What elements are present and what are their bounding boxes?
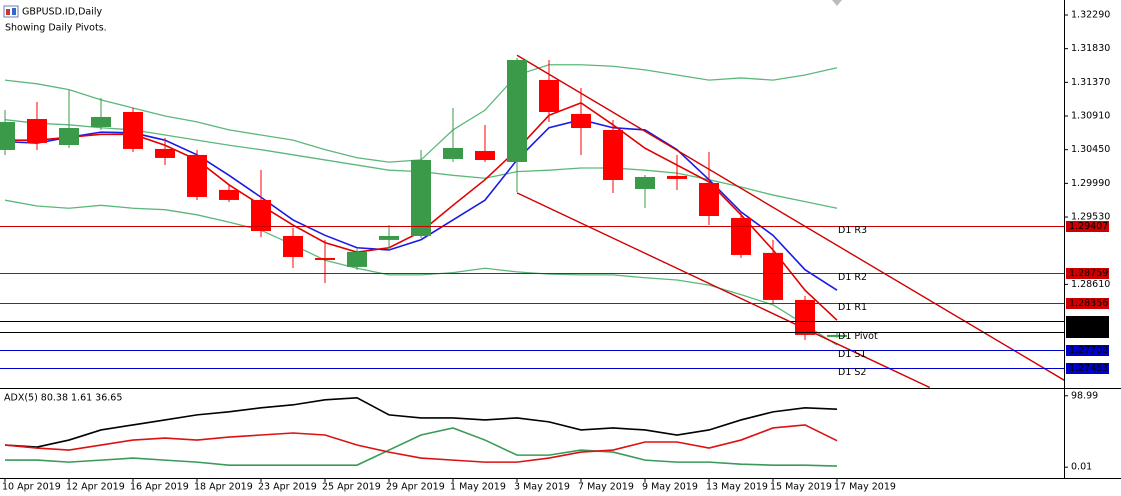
x-tick-label: 12 Apr 2019 — [66, 482, 125, 493]
adx-line — [4, 424, 838, 463]
chart-subtitle: Showing Daily Pivots. — [5, 23, 107, 34]
candle-body — [123, 111, 143, 149]
main-plot — [0, 54, 1064, 388]
x-tick-label: 17 May 2019 — [834, 482, 896, 493]
x-tick-label: 23 Apr 2019 — [258, 482, 317, 493]
price-tag — [1066, 363, 1109, 374]
price-tag-label: 1.28759 — [1069, 268, 1108, 279]
candle-body — [603, 129, 623, 180]
indicator-line — [4, 199, 838, 346]
x-tick-label: 15 May 2019 — [770, 482, 832, 493]
candle-body — [283, 235, 303, 257]
x-tick-label: 7 May 2019 — [578, 482, 634, 493]
candle-body — [379, 235, 399, 240]
symbol-icon — [3, 5, 19, 18]
y-tick-label: 1.31370 — [1071, 77, 1110, 88]
symbol-icon-part — [6, 9, 10, 15]
indicator-title: ADX(5) 80.38 1.61 36.65 — [4, 393, 122, 404]
chart-title: GBPUSD.ID,Daily — [22, 7, 102, 18]
y-tick-label: 1.29530 — [1071, 212, 1110, 223]
price-tag-label: 1.27708 — [1069, 345, 1108, 356]
x-tick-label: 29 Apr 2019 — [386, 482, 445, 493]
adx-plot — [4, 396, 838, 467]
y-tick-label: 1.29990 — [1071, 178, 1110, 189]
y-tick-label: 1.31830 — [1071, 43, 1110, 54]
y-tick-label: 1.30450 — [1071, 144, 1110, 155]
candle-body — [763, 252, 783, 300]
x-tick-label: 10 Apr 2019 — [2, 482, 61, 493]
candle-body — [411, 160, 431, 236]
candle-body — [827, 334, 847, 337]
pivot-label: D1 R3 — [838, 225, 867, 236]
x-tick-label: 16 Apr 2019 — [130, 482, 189, 493]
trendline — [516, 54, 1064, 381]
x-tick-label: 25 Apr 2019 — [322, 482, 381, 493]
trendline — [516, 192, 931, 388]
candle-body — [443, 147, 463, 159]
candle-body — [251, 199, 271, 231]
x-tick-label: 9 May 2019 — [642, 482, 698, 493]
pivot-label: D1 R2 — [838, 272, 867, 283]
adx-line — [5, 427, 838, 467]
price-tag-label: 1.28111 — [1069, 316, 1108, 327]
y-tick-label: 1.28610 — [1071, 279, 1110, 290]
pivot-label: D1 S1 — [838, 349, 866, 360]
x-tick-label: 13 May 2019 — [706, 482, 768, 493]
candle-body — [155, 148, 175, 158]
symbol-icon-part — [12, 8, 16, 15]
shift-marker — [832, 0, 842, 6]
candle-body — [667, 175, 687, 179]
candle-body — [347, 251, 367, 267]
candle-body — [475, 150, 495, 161]
x-tick-label: 18 Apr 2019 — [194, 482, 253, 493]
price-tag — [1066, 221, 1109, 232]
pivot-label: D1 R1 — [838, 302, 867, 313]
price-tag-label: 1.27463 — [1069, 363, 1108, 374]
pivot-label: D1 S2 — [838, 367, 866, 378]
x-tick-label: 1 May 2019 — [450, 482, 506, 493]
candle-body — [507, 60, 527, 162]
price-tag-label: 1.27960 — [1069, 327, 1108, 338]
pivot-label: D1 Pivot — [838, 331, 878, 342]
y-tick-label: 98.99 — [1071, 390, 1098, 401]
candle-body — [0, 122, 15, 150]
price-tag — [1066, 298, 1109, 309]
price-tag — [1066, 268, 1109, 279]
candle-body — [571, 113, 591, 129]
candle-body — [731, 217, 751, 255]
candle-body — [27, 119, 47, 143]
candle-body — [795, 299, 815, 335]
price-tag — [1066, 327, 1109, 338]
candle-body — [59, 128, 79, 145]
price-tag — [1066, 345, 1109, 356]
y-tick-label: 0.01 — [1071, 462, 1092, 473]
candle-body — [91, 116, 111, 127]
y-tick-label: 1.30910 — [1071, 111, 1110, 122]
adx-line — [4, 396, 838, 448]
candle-body — [187, 154, 207, 197]
candle-body — [635, 176, 655, 189]
price-tag — [1066, 316, 1109, 327]
candle-body — [539, 80, 559, 112]
price-tag-label: 1.29407 — [1069, 221, 1108, 232]
candle-body — [219, 189, 239, 200]
candle-body — [315, 258, 335, 260]
candle-body — [699, 182, 719, 216]
x-tick-label: 3 May 2019 — [514, 482, 570, 493]
price-tag-label: 1.28356 — [1069, 298, 1108, 309]
indicator-line — [4, 118, 838, 291]
y-tick-label: 1.32290 — [1071, 10, 1110, 21]
